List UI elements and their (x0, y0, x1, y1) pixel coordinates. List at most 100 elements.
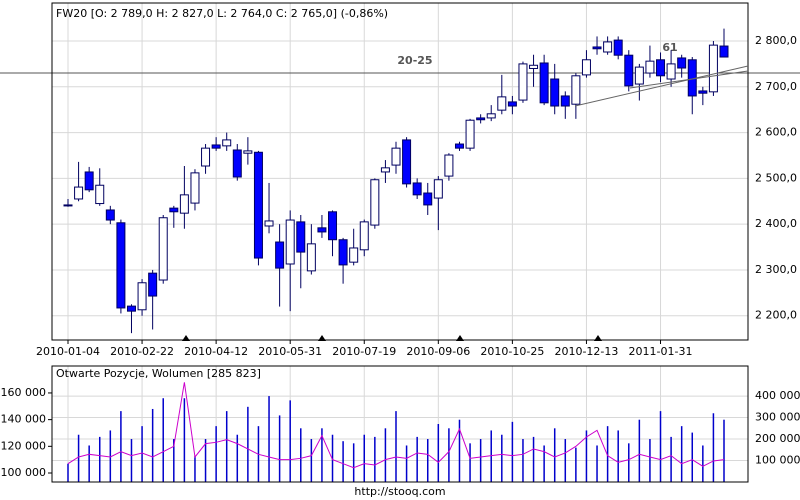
volume-bar (532, 436, 535, 482)
volume-bar (88, 445, 90, 482)
y2-tick-label: 400 000 (755, 389, 800, 402)
volume-bar (374, 436, 376, 482)
volume-bar (469, 443, 471, 482)
volume-bar (363, 434, 366, 482)
volume-bar (628, 443, 630, 482)
candle-body (328, 211, 338, 241)
trend-line (574, 65, 749, 107)
candle-body (423, 192, 433, 206)
volume-bar (543, 445, 545, 482)
candle-body (370, 179, 380, 226)
volume-bar (723, 419, 725, 482)
volume-bar (670, 436, 672, 482)
volume-bar (606, 426, 609, 482)
candle-body (666, 63, 676, 80)
plot-frame (51, 365, 749, 483)
volume-bar (617, 430, 619, 482)
x-tick-label: 2010-12-13 (554, 345, 618, 358)
chart-title: FW20 [O: 2 789,0 H: 2 827,0 L: 2 764,0 C… (56, 7, 388, 20)
volume-bar (151, 408, 154, 482)
volume-bar (479, 439, 482, 482)
candle-body (264, 220, 274, 227)
candle-body (179, 194, 189, 214)
candle-body (539, 62, 549, 104)
y-tick-label: 160 000 (1, 386, 47, 399)
volume-bar (659, 411, 662, 482)
candle-body (476, 117, 486, 121)
candle-body (497, 96, 507, 111)
y2-tick-label: 300 000 (755, 411, 800, 424)
candle-body (148, 272, 158, 297)
volume-bar (194, 456, 196, 482)
volume-panel: 100 000 120 000 140 000 160 000 100 000 200 0… (1, 365, 800, 483)
candle-body (656, 59, 666, 77)
volume-bar (173, 439, 175, 482)
candle-body (613, 39, 623, 56)
y-tick-label: 2 300,0 (755, 263, 797, 276)
volume-bar (416, 436, 418, 482)
candle-body (550, 78, 560, 107)
candle-body (634, 66, 644, 85)
candle-body (529, 64, 539, 69)
volume-bar (691, 432, 694, 482)
candle-body (465, 119, 475, 149)
x-tick-label: 2010-09-06 (406, 345, 470, 358)
volume-bar (680, 426, 683, 482)
volume-bar (352, 443, 355, 482)
volume-bar (585, 430, 588, 482)
volume-bar (268, 396, 270, 482)
x-tick-label: 2010-01-04 (36, 345, 100, 358)
candle-body (126, 305, 136, 312)
volume-bar (649, 439, 651, 482)
candle-body (338, 239, 348, 266)
y-tick-label: 100 000 (1, 466, 47, 479)
marker (594, 335, 602, 341)
volume-bar (183, 398, 186, 482)
candle-body (444, 154, 454, 177)
volume-bar (395, 411, 397, 482)
volume-bar (511, 421, 514, 482)
candle-body (645, 60, 655, 74)
volume-bar (321, 428, 323, 482)
candle-body (507, 101, 517, 107)
candle-body (412, 182, 422, 196)
volume-bar (109, 430, 112, 482)
candle-body (296, 221, 306, 253)
candle-body (317, 227, 327, 233)
candle-body (74, 186, 84, 200)
volume-bar (638, 419, 641, 482)
volume-bar (300, 428, 302, 482)
candle-body (201, 147, 211, 167)
candle-body (708, 44, 718, 93)
candle-body (391, 147, 401, 166)
candle-body (306, 243, 316, 272)
y-tick-label: 2 600,0 (755, 126, 797, 139)
trend-line (629, 70, 749, 89)
volume-bar (458, 419, 461, 482)
candle-body (137, 282, 147, 311)
volume-bar (448, 428, 450, 482)
annotation: 20-25 (397, 54, 432, 67)
volume-bar (384, 428, 387, 482)
y-tick-label: 2 200,0 (755, 309, 797, 322)
candle-body (222, 139, 232, 147)
volume-bar (702, 445, 704, 482)
volume-bar (575, 447, 577, 482)
volume-bar (130, 439, 133, 482)
volume-bar (331, 434, 334, 482)
candle-body (402, 139, 412, 185)
marker (182, 335, 190, 341)
volume-bar (236, 434, 239, 482)
volume-bar (596, 445, 598, 482)
volume-bar (120, 411, 122, 482)
volume-bar (67, 463, 69, 482)
candle-body (63, 204, 73, 207)
volume-bar (278, 415, 281, 482)
volume-bar (522, 439, 524, 482)
y2-tick-label: 100 000 (755, 454, 800, 467)
candle-body (84, 171, 94, 191)
volume-bar (289, 400, 291, 482)
y2-tick-label: 200 000 (755, 432, 800, 445)
candle-body (560, 95, 570, 107)
